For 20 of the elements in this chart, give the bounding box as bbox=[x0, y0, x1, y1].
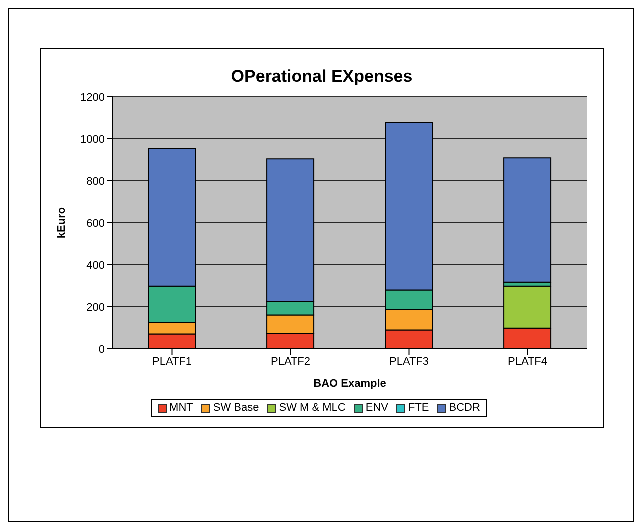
y-tick-label: 800 bbox=[86, 176, 105, 188]
chart-title: OPerational EXpenses bbox=[230, 67, 414, 87]
x-tick-label: PLATF2 bbox=[270, 356, 311, 368]
y-tick-label: 0 bbox=[98, 344, 105, 356]
y-tick-label: 200 bbox=[86, 302, 105, 314]
y-tick-label: 400 bbox=[86, 260, 105, 272]
y-tick-label: 600 bbox=[86, 218, 105, 230]
legend-label: MNT bbox=[168, 402, 194, 414]
y-axis-title: kEuro bbox=[56, 207, 68, 239]
y-tick-label: 1200 bbox=[80, 92, 105, 104]
legend-label: SW Base bbox=[212, 402, 260, 414]
legend-label: SW M & MLC bbox=[278, 402, 346, 414]
y-tick-label: 1000 bbox=[80, 134, 105, 146]
legend-label: FTE bbox=[407, 402, 430, 414]
x-tick-label: PLATF4 bbox=[508, 356, 548, 368]
x-axis-title: BAO Example bbox=[314, 378, 386, 390]
legend-label: ENV bbox=[364, 402, 388, 414]
x-tick-label: PLATF1 bbox=[152, 356, 192, 368]
legend-label: BCDR bbox=[448, 402, 480, 414]
x-tick-label: PLATF3 bbox=[389, 356, 430, 368]
